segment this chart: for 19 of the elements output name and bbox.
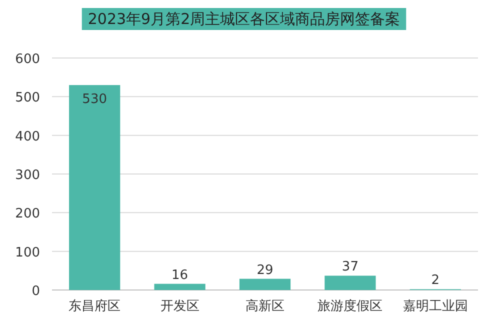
y-tick-label: 300 <box>15 168 40 183</box>
x-tick-label: 旅游度假区 <box>318 298 383 314</box>
x-tick-label: 东昌府区 <box>68 298 121 314</box>
y-tick-label: 400 <box>15 129 40 144</box>
title: 2023年9月第2周主城区各区域商品房网签备案 <box>82 8 406 30</box>
data-label: 2 <box>431 273 440 288</box>
x-tick-label: 嘉明工业园 <box>402 299 468 314</box>
y-tick-label: 200 <box>15 206 40 222</box>
x-tick-label: 开发区 <box>160 299 200 314</box>
y-tick-label: 600 <box>15 52 40 67</box>
y-tick-label: 500 <box>15 90 40 106</box>
y-tick-label: 0 <box>32 284 40 299</box>
x-tick-label: 高新区 <box>246 298 284 314</box>
data-label: 16 <box>172 268 188 283</box>
data-label: 29 <box>256 262 274 278</box>
chart-title: 2023年9月第2周主城区各区域商品房网签备案 <box>88 10 400 28</box>
y-tick-label: 100 <box>15 245 40 260</box>
data-label: 37 <box>342 260 358 275</box>
data-label: 530 <box>82 92 108 108</box>
